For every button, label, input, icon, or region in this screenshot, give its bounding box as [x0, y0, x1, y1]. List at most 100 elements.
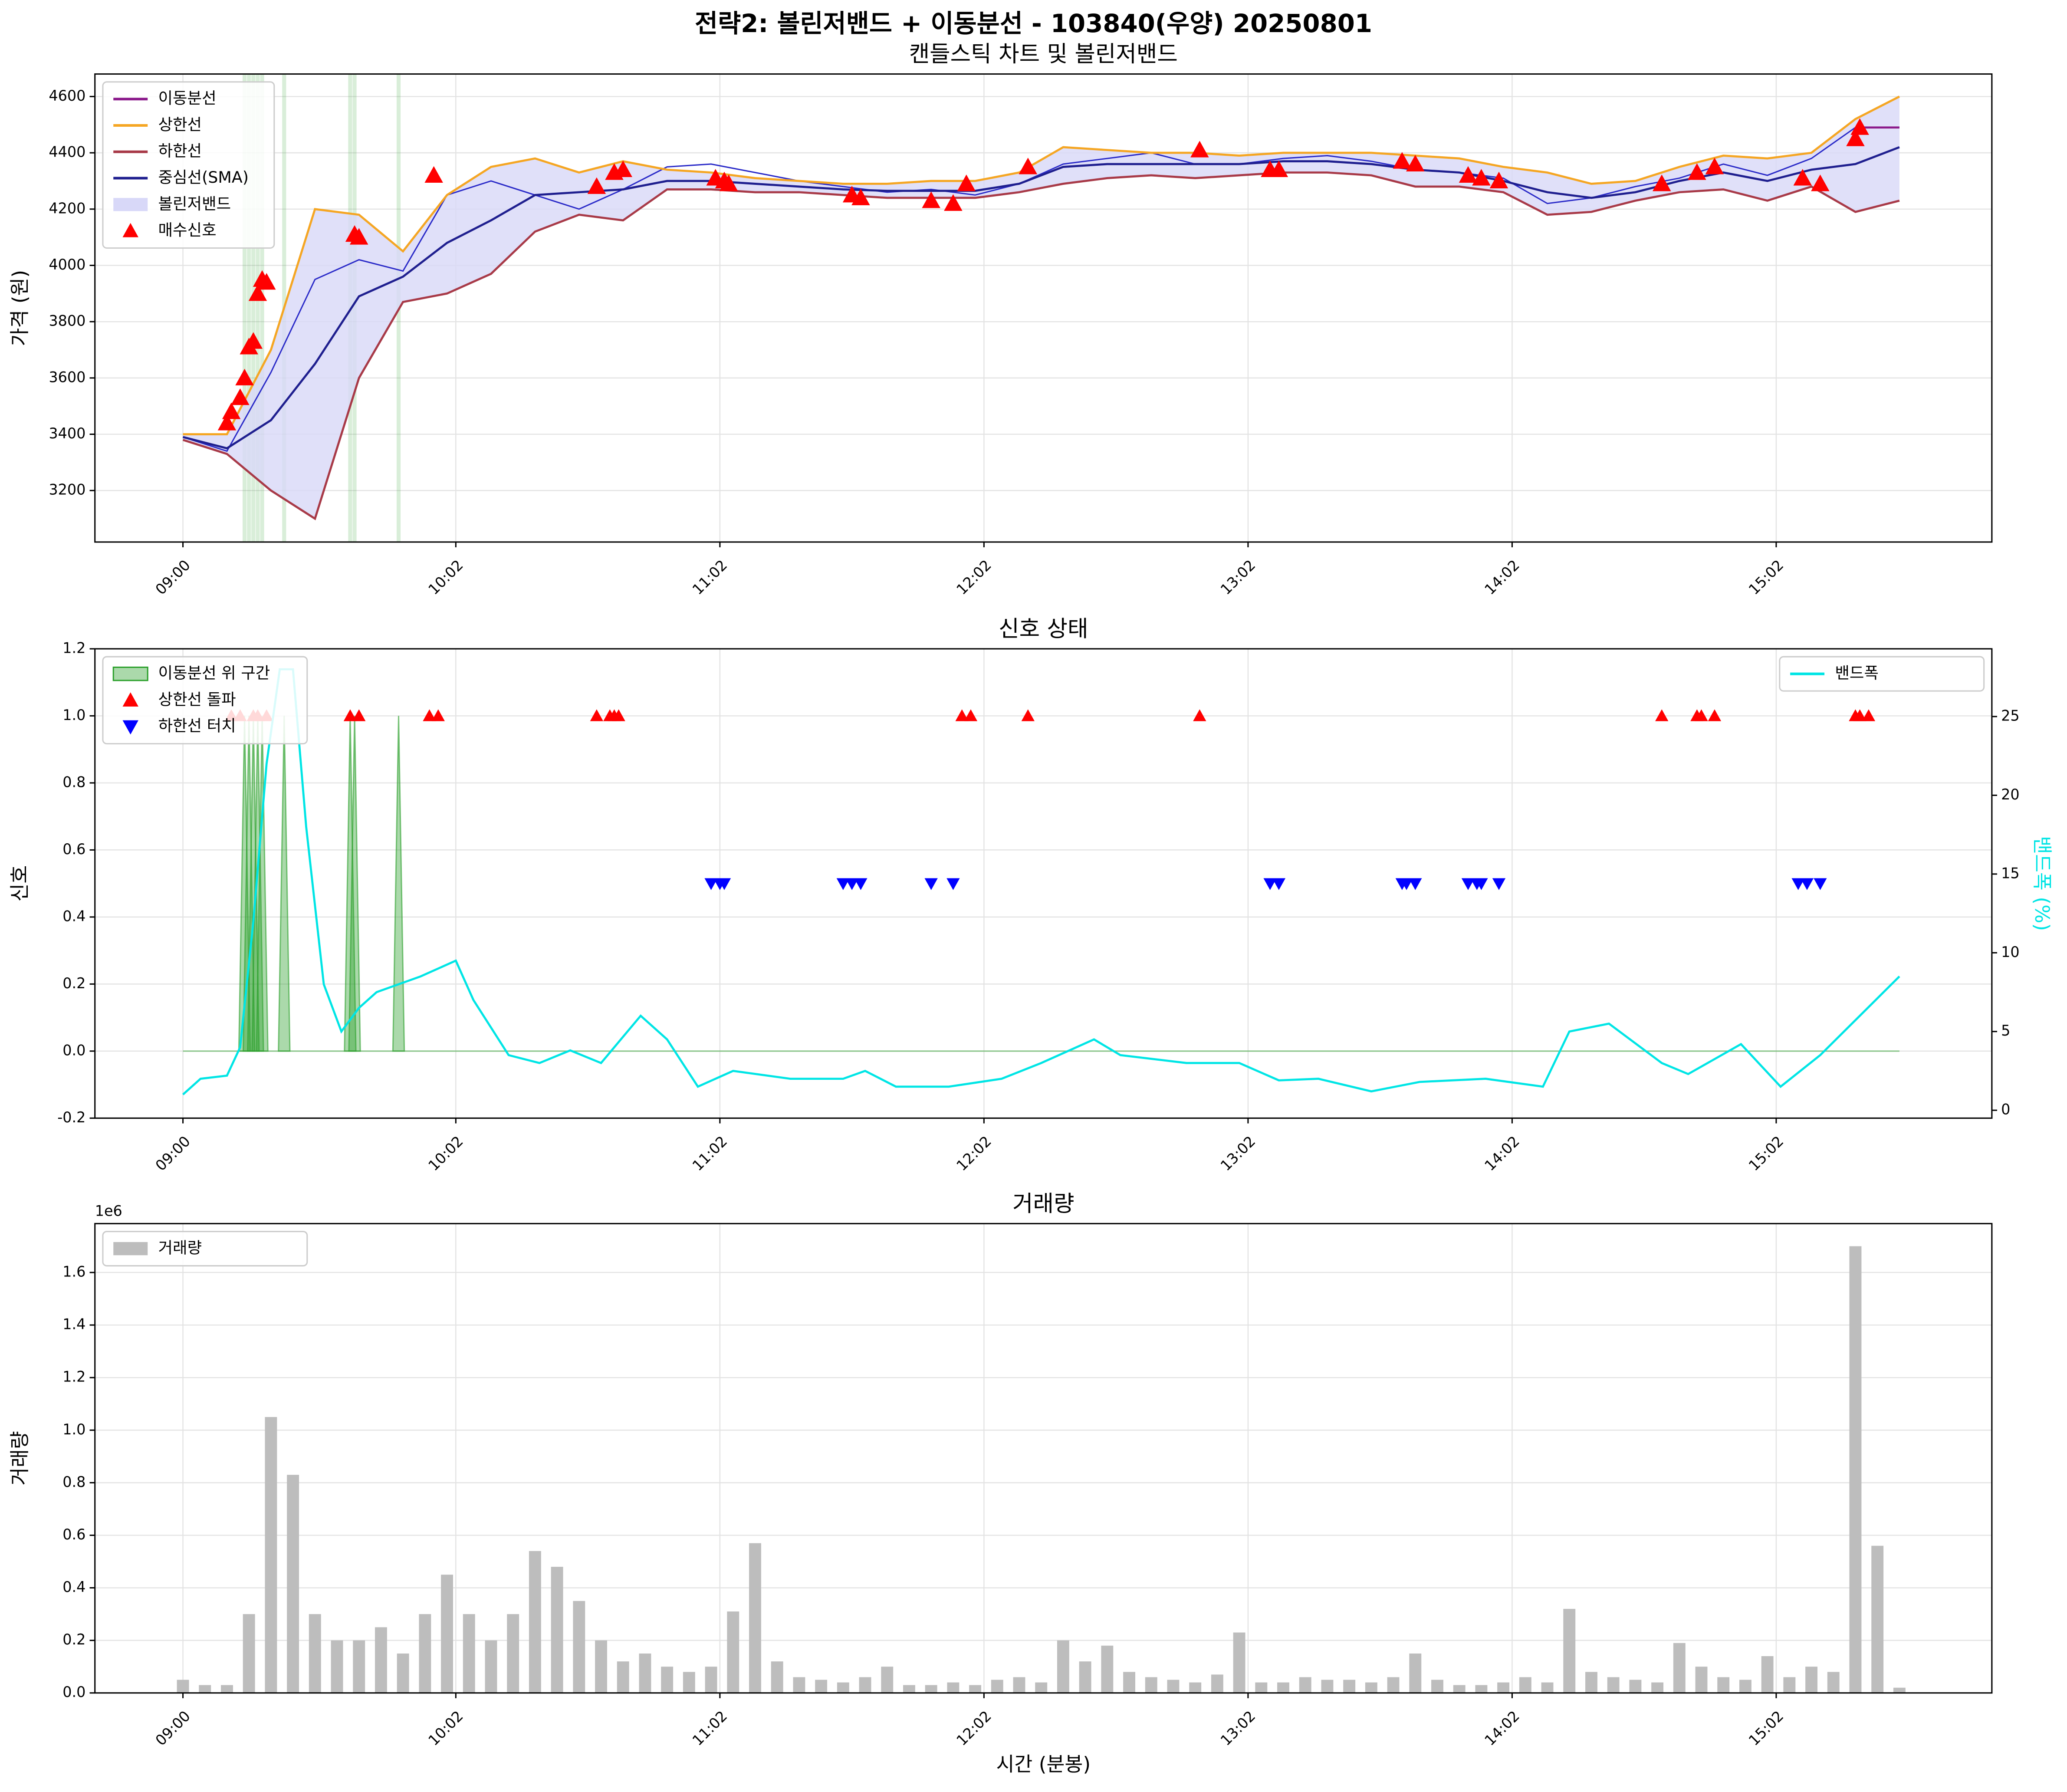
- panel-title: 거래량: [1012, 1191, 1075, 1217]
- legend-box: [1779, 656, 1985, 692]
- signal-marker: [704, 878, 718, 890]
- x-tick-label: 10:02: [425, 1707, 467, 1749]
- y-tick-label: 0.4: [62, 1578, 85, 1595]
- volume-bar: [1211, 1674, 1223, 1693]
- signal-marker: [1269, 160, 1288, 178]
- legend-swatch: [122, 720, 138, 735]
- y2-tick-label: 0: [2001, 1101, 2010, 1118]
- x-tick-label: 10:02: [425, 556, 467, 598]
- volume-bar: [507, 1614, 519, 1693]
- figure-title: 전략2: 볼린저밴드 + 이동분선 - 103840(우양) 20250801: [695, 9, 1372, 38]
- signal-marker: [845, 878, 859, 890]
- x-tick-label: 11:02: [689, 556, 731, 598]
- signal-marker: [614, 160, 632, 178]
- y-axis-label: 신호: [8, 865, 31, 902]
- signal-marker: [1492, 878, 1506, 890]
- volume-bar: [1673, 1643, 1686, 1693]
- x-tick-label: 09:00: [152, 1707, 194, 1749]
- signal-marker: [1695, 709, 1708, 721]
- legend-box: [102, 1231, 308, 1267]
- series-line: [182, 146, 1900, 450]
- volume-bar: [1893, 1687, 1906, 1693]
- signal-marker: [1400, 878, 1413, 890]
- legend-label: 이동분선 위 구간: [158, 664, 270, 682]
- volume-bar: [1827, 1672, 1840, 1693]
- volume-bar: [881, 1667, 894, 1693]
- volume-bar: [771, 1661, 783, 1693]
- signal-marker: [248, 284, 267, 301]
- y-tick-label: 4200: [49, 200, 85, 217]
- signal-marker: [1862, 709, 1876, 721]
- signal-marker: [1475, 878, 1488, 890]
- volume-bar: [1255, 1682, 1268, 1693]
- signal-marker: [343, 709, 357, 721]
- legend-label: 하한선 터치: [158, 717, 236, 735]
- signal-marker: [257, 273, 276, 290]
- volume-bar: [617, 1661, 629, 1693]
- volume-bar: [815, 1680, 828, 1693]
- y-tick-label: 3400: [49, 425, 85, 442]
- y-tick-label: 0.8: [62, 1473, 85, 1490]
- signal-marker: [1793, 169, 1812, 186]
- signal-marker: [590, 709, 604, 721]
- signal-marker: [587, 177, 606, 194]
- volume-bar: [1541, 1682, 1554, 1693]
- legend-label: 볼린저밴드: [158, 194, 231, 213]
- volume-bar: [485, 1640, 497, 1693]
- highlight-span: [242, 74, 247, 542]
- volume-bar: [441, 1575, 453, 1693]
- signal-marker: [1814, 878, 1827, 890]
- signal-marker: [836, 878, 850, 890]
- series-line: [182, 171, 1900, 520]
- signal-marker: [851, 188, 870, 205]
- volume-bar: [551, 1567, 563, 1693]
- signal-marker: [424, 166, 443, 183]
- x-tick-label: 14:02: [1481, 556, 1523, 598]
- y-tick-label: 0.0: [62, 1683, 85, 1700]
- x-tick-label: 09:00: [152, 556, 194, 598]
- volume-bar: [1167, 1680, 1180, 1693]
- x-tick-label: 13:02: [1217, 1133, 1259, 1174]
- y2-tick-label: 25: [2001, 707, 2020, 724]
- y-tick-label: 1.6: [62, 1263, 85, 1280]
- signal-marker: [1021, 709, 1035, 721]
- y-tick-label: 4600: [49, 87, 85, 104]
- volume-bar: [1101, 1645, 1114, 1693]
- above-ma-fill: [392, 716, 405, 1052]
- y-axis-label: 가격 (원): [8, 270, 31, 346]
- highlight-span: [247, 74, 251, 542]
- y-tick-label: 3800: [49, 312, 85, 329]
- signal-marker: [222, 402, 241, 419]
- signal-marker: [1800, 878, 1814, 890]
- x-tick-label: 12:02: [953, 1707, 995, 1749]
- signal-marker: [1263, 878, 1277, 890]
- volume-bar: [419, 1614, 431, 1693]
- volume-bar: [1057, 1640, 1069, 1693]
- bollinger-band: [183, 96, 1899, 519]
- volume-bar: [1365, 1682, 1377, 1693]
- volume-bar: [1321, 1680, 1334, 1693]
- y-tick-label: 1.4: [62, 1316, 85, 1333]
- volume-bar: [463, 1614, 475, 1693]
- signal-marker: [1850, 118, 1869, 135]
- volume-bar: [1783, 1677, 1796, 1693]
- signal-marker: [924, 878, 938, 890]
- legend-label: 상한선: [158, 115, 202, 134]
- signal-marker: [1853, 709, 1867, 721]
- x-axis-label: 시간 (분봉): [996, 1753, 1091, 1776]
- y-tick-label: 3600: [49, 368, 85, 385]
- x-tick-label: 12:02: [953, 556, 995, 598]
- volume-bar: [1013, 1677, 1025, 1693]
- highlight-span: [260, 74, 264, 542]
- legend-swatch: [113, 198, 148, 211]
- x-tick-label: 11:02: [689, 1707, 731, 1749]
- signal-marker: [854, 878, 868, 890]
- series-line: [183, 95, 1900, 435]
- volume-bar: [1079, 1661, 1091, 1693]
- volume-bar: [199, 1685, 211, 1693]
- signal-marker: [1708, 709, 1722, 721]
- signal-marker: [944, 194, 963, 211]
- signal-marker: [235, 368, 254, 385]
- volume-bar: [837, 1682, 849, 1693]
